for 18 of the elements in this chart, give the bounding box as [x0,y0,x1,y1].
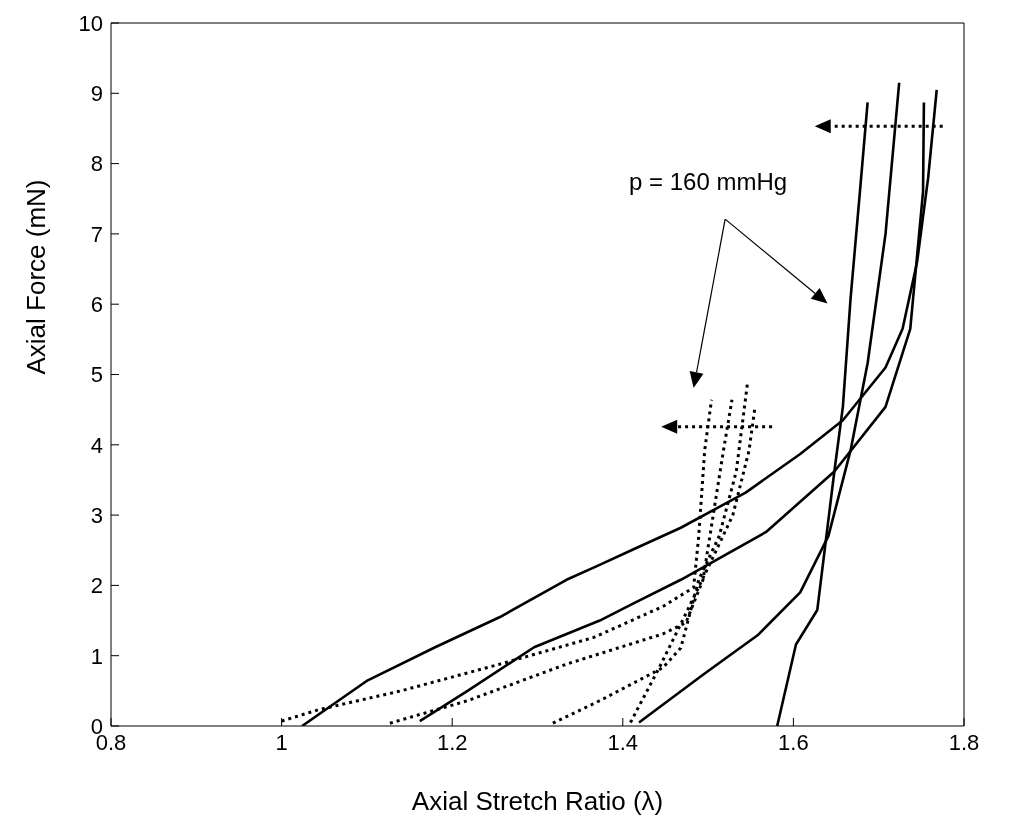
y-tick-label: 3 [90,502,103,528]
x-axis-title: Axial Stretch Ratio (λ) [411,786,664,816]
x-tick-label: 1.8 [948,729,980,755]
x-tick-label: 1.4 [607,729,639,755]
annotation: p = 160 mmHg [629,168,788,196]
y-tick-label: 8 [90,151,103,177]
y-tick-label: 6 [90,292,103,318]
y-tick-label: 4 [90,432,103,458]
x-tick-label: 1.6 [778,729,809,755]
y-axis-title: Axial Force (mN) [21,179,52,375]
y-tick-label: 1 [90,643,103,669]
y-tick-label: 7 [90,221,103,247]
x-tick-label: 1.2 [436,729,468,755]
y-tick-label: 5 [90,362,103,388]
y-tick-label: 10 [78,10,103,36]
x-tick-label: 1 [275,729,288,755]
y-tick-label: 2 [90,573,103,599]
y-tick-label: 9 [90,81,103,107]
